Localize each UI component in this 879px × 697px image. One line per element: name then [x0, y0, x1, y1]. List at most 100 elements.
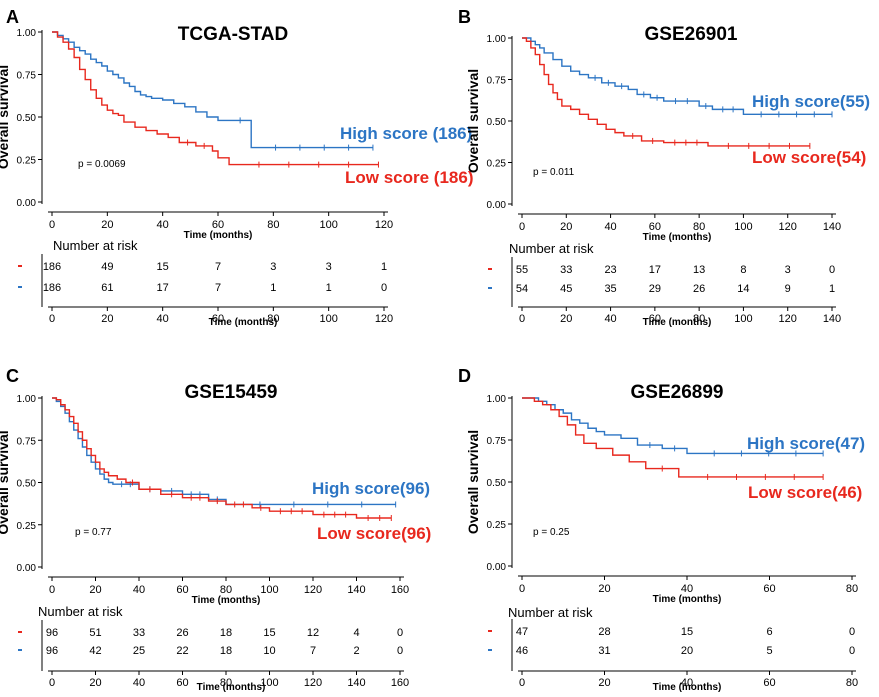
risk-value-high: 45 — [560, 283, 572, 295]
x-tick-label: 60 — [176, 584, 188, 596]
risk-x-axis-title: Time (months) — [197, 682, 266, 693]
risk-x-axis-title: Time (months) — [643, 317, 712, 328]
risk-value-low: 3 — [326, 261, 332, 273]
risk-value-high: 9 — [785, 283, 791, 295]
risk-x-axis-title: Time (months) — [653, 682, 722, 693]
risk-x-tick-label: 40 — [604, 313, 616, 325]
risk-value-high: 186 — [43, 282, 61, 294]
risk-x-tick-label: 0 — [519, 313, 525, 325]
risk-value-low: 96 — [46, 627, 58, 639]
risk-value-low: 17 — [649, 264, 661, 276]
risk-value-high: 10 — [263, 645, 275, 657]
x-tick-label: 0 — [519, 221, 525, 233]
x-tick-label: 20 — [598, 583, 610, 595]
risk-value-high: 17 — [157, 282, 169, 294]
x-tick-label: 40 — [604, 221, 616, 233]
y-tick-label: 1.00 — [17, 394, 37, 405]
series-label-low: Low score(46) — [748, 483, 862, 502]
x-tick-label: 0 — [49, 584, 55, 596]
risk-value-low: 3 — [270, 261, 276, 273]
risk-value-low: 26 — [176, 627, 188, 639]
survival-curve-low — [52, 397, 392, 519]
risk-x-tick-label: 60 — [649, 313, 661, 325]
risk-value-high: 42 — [89, 645, 101, 657]
y-tick-label: 0.50 — [487, 478, 507, 489]
risk-x-tick-label: 100 — [319, 313, 337, 325]
panel-label: B — [458, 7, 471, 27]
risk-x-tick-label: 160 — [391, 677, 409, 689]
x-tick-label: 80 — [693, 221, 705, 233]
y-tick-label: 0.50 — [17, 479, 37, 490]
risk-x-tick-label: 40 — [133, 677, 145, 689]
y-tick-label: 0.00 — [487, 562, 507, 573]
risk-x-tick-label: 40 — [681, 677, 693, 689]
risk-value-low: 15 — [157, 261, 169, 273]
risk-value-low: 23 — [604, 264, 616, 276]
p-value: p = 0.77 — [75, 527, 112, 538]
risk-table-title: Number at risk — [508, 605, 593, 620]
risk-value-high: 35 — [604, 283, 616, 295]
risk-value-low: 28 — [598, 626, 610, 638]
x-tick-label: 40 — [133, 584, 145, 596]
x-axis-title: Time (months) — [653, 594, 722, 605]
survival-curve-high — [52, 31, 373, 149]
chart-title: TCGA-STAD — [178, 24, 288, 45]
series-label-high: High score(55) — [752, 92, 870, 111]
panel-label: C — [6, 366, 19, 386]
x-tick-label: 0 — [519, 583, 525, 595]
risk-x-tick-label: 0 — [49, 677, 55, 689]
y-tick-label: 1.00 — [487, 34, 507, 45]
risk-x-tick-label: 120 — [779, 313, 797, 325]
risk-value-low: 13 — [693, 264, 705, 276]
risk-value-high: 20 — [681, 645, 693, 657]
chart-title: GSE26901 — [645, 24, 738, 45]
risk-value-high: 0 — [381, 282, 387, 294]
x-tick-label: 100 — [734, 221, 752, 233]
risk-value-high: 46 — [516, 645, 528, 657]
x-tick-label: 20 — [560, 221, 572, 233]
risk-value-low: 49 — [101, 261, 113, 273]
risk-x-tick-label: 20 — [89, 677, 101, 689]
x-tick-label: 40 — [681, 583, 693, 595]
risk-value-high: 7 — [215, 282, 221, 294]
y-tick-label: 0.00 — [17, 198, 37, 209]
y-tick-label: 0.25 — [17, 521, 37, 532]
x-tick-label: 100 — [319, 219, 337, 231]
risk-value-high: 25 — [133, 645, 145, 657]
risk-value-low: 7 — [215, 261, 221, 273]
series-label-low: Low score(54) — [752, 148, 866, 167]
risk-x-tick-label: 80 — [846, 677, 858, 689]
risk-value-high: 54 — [516, 283, 528, 295]
risk-value-low: 3 — [785, 264, 791, 276]
risk-x-tick-label: 80 — [220, 677, 232, 689]
risk-x-tick-label: 120 — [304, 677, 322, 689]
y-tick-label: 0.75 — [487, 76, 507, 87]
risk-x-tick-label: 100 — [260, 677, 278, 689]
y-tick-label: 1.00 — [487, 394, 507, 405]
y-axis-title: Overall survival — [0, 430, 11, 534]
risk-x-tick-label: 0 — [49, 313, 55, 325]
risk-value-high: 7 — [310, 645, 316, 657]
y-tick-label: 0.25 — [487, 520, 507, 531]
risk-x-tick-label: 60 — [763, 677, 775, 689]
risk-value-high: 0 — [849, 645, 855, 657]
series-label-low: Low score(96) — [317, 524, 431, 543]
risk-value-low: 8 — [740, 264, 746, 276]
y-axis-title: Overall survival — [465, 430, 481, 534]
risk-value-high: 31 — [598, 645, 610, 657]
risk-value-low: 15 — [263, 627, 275, 639]
risk-value-high: 1 — [270, 282, 276, 294]
risk-table-title: Number at risk — [509, 241, 594, 256]
series-label-low: Low score (186) — [345, 168, 474, 187]
x-tick-label: 120 — [304, 584, 322, 596]
panel-label: A — [6, 7, 19, 27]
x-axis-title: Time (months) — [643, 232, 712, 243]
risk-value-low: 47 — [516, 626, 528, 638]
x-tick-label: 20 — [89, 584, 101, 596]
chart-title: GSE15459 — [185, 382, 278, 403]
risk-value-low: 55 — [516, 264, 528, 276]
y-tick-label: 0.50 — [487, 117, 507, 128]
x-tick-label: 140 — [823, 221, 841, 233]
